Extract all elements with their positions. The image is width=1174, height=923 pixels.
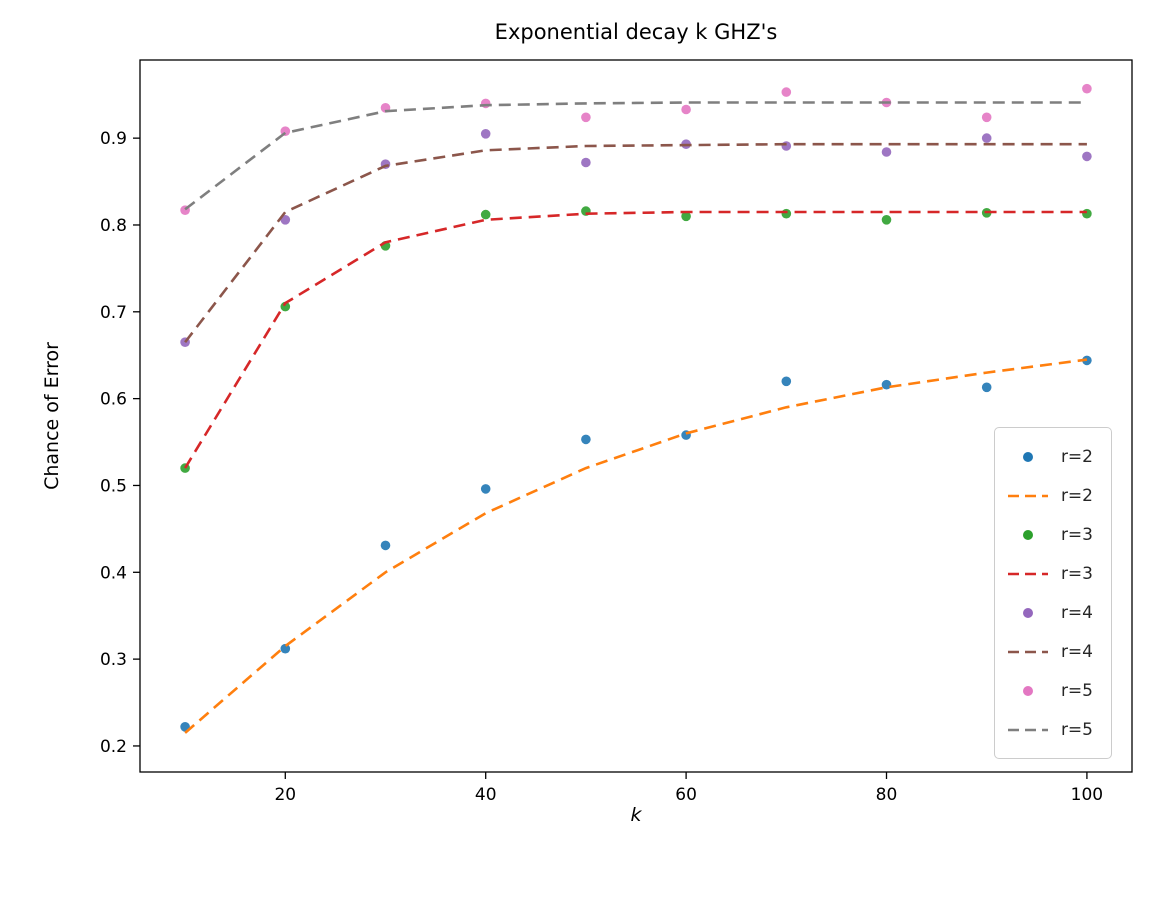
scatter-point-r4 xyxy=(480,129,491,139)
scatter-point-r2 xyxy=(581,434,591,445)
legend-label: r=5 xyxy=(1060,719,1093,740)
legend-item-line-r2: r=2 xyxy=(1007,476,1093,515)
x-tick-label: 60 xyxy=(675,785,697,805)
legend-dot-marker xyxy=(1007,451,1049,462)
y-tick-label: 0.3 xyxy=(100,650,127,670)
legend-item-line-r4: r=4 xyxy=(1007,632,1093,671)
dot-icon xyxy=(1022,529,1033,540)
scatter-point-r3 xyxy=(781,208,792,219)
legend-label: r=2 xyxy=(1060,485,1093,506)
dashed-line-icon xyxy=(1007,494,1048,497)
scatter-point-r4 xyxy=(881,147,892,157)
chart-title: Exponential decay k GHZ's xyxy=(494,20,778,44)
scatter-point-r2 xyxy=(981,382,992,393)
legend: r=2 r=2 r=3 r=3 r=4 r=4 r=5 r=5 xyxy=(993,427,1112,759)
y-tick-label: 0.6 xyxy=(100,390,127,410)
scatter-point-r2 xyxy=(881,379,892,390)
dot-icon xyxy=(1022,607,1033,618)
legend-label: r=3 xyxy=(1060,563,1093,584)
legend-dot-marker xyxy=(1007,607,1049,618)
x-tick-label: 80 xyxy=(876,785,898,805)
legend-label: r=5 xyxy=(1060,680,1093,701)
y-tick-label: 0.8 xyxy=(100,216,127,236)
legend-label: r=3 xyxy=(1060,524,1093,545)
fit-line-r4 xyxy=(184,142,1087,343)
scatter-point-r2 xyxy=(280,643,291,654)
x-tick-label: 40 xyxy=(475,785,497,805)
legend-dot-marker xyxy=(1007,685,1049,696)
legend-item-line-r5: r=5 xyxy=(1007,710,1093,749)
legend-item-scatter-r2: r=2 xyxy=(1007,437,1093,476)
x-tick-label: 20 xyxy=(274,785,296,805)
scatter-point-r3 xyxy=(881,215,892,225)
x-tick-label: 100 xyxy=(1071,785,1103,805)
scatter-point-r5 xyxy=(480,98,491,109)
scatter-point-r5 xyxy=(1082,83,1092,94)
y-tick-label: 0.4 xyxy=(100,563,127,583)
y-tick-label: 0.5 xyxy=(100,476,127,496)
scatter-point-r2 xyxy=(781,376,792,387)
scatter-point-r5 xyxy=(581,112,591,123)
scatter-point-r3 xyxy=(681,211,691,222)
legend-dot-marker xyxy=(1007,529,1049,540)
scatter-point-r5 xyxy=(681,104,691,115)
legend-label: r=2 xyxy=(1060,446,1093,467)
scatter-point-r3 xyxy=(280,301,291,312)
scatter-point-r3 xyxy=(480,209,491,220)
scatter-point-r2 xyxy=(380,540,391,551)
y-tick-label: 0.7 xyxy=(100,303,127,323)
dot-icon xyxy=(1022,451,1033,462)
dot-icon xyxy=(1022,685,1033,696)
scatter-point-r4 xyxy=(1082,151,1092,162)
scatter-point-r3 xyxy=(1082,208,1092,219)
legend-item-scatter-r4: r=4 xyxy=(1007,593,1093,632)
scatter-point-r5 xyxy=(781,87,792,97)
y-tick-label: 0.9 xyxy=(100,129,127,149)
y-tick-label: 0.2 xyxy=(100,737,127,757)
dashed-line-icon xyxy=(1007,728,1048,731)
legend-item-scatter-r5: r=5 xyxy=(1007,671,1093,710)
scatter-point-r4 xyxy=(781,141,792,151)
fit-line-r5 xyxy=(184,101,1087,211)
scatter-point-r5 xyxy=(981,112,992,123)
legend-item-scatter-r3: r=3 xyxy=(1007,515,1093,554)
dashed-line-icon xyxy=(1007,572,1048,575)
scatter-point-r4 xyxy=(280,215,291,225)
legend-dashed-line-marker xyxy=(1007,649,1049,655)
fit-line-r2 xyxy=(184,358,1088,734)
legend-dashed-line-marker xyxy=(1007,571,1049,577)
legend-dashed-line-marker xyxy=(1007,727,1049,733)
axes-spines xyxy=(139,59,1133,773)
legend-item-line-r3: r=3 xyxy=(1007,554,1093,593)
scatter-point-r4 xyxy=(581,157,591,168)
scatter-point-r2 xyxy=(480,484,491,494)
legend-label: r=4 xyxy=(1060,641,1093,662)
scatter-point-r4 xyxy=(981,133,992,143)
dashed-line-icon xyxy=(1007,650,1048,653)
legend-dashed-line-marker xyxy=(1007,493,1049,499)
legend-label: r=4 xyxy=(1060,602,1093,623)
fit-line-r3 xyxy=(183,210,1087,469)
x-axis-label: k xyxy=(630,804,642,826)
